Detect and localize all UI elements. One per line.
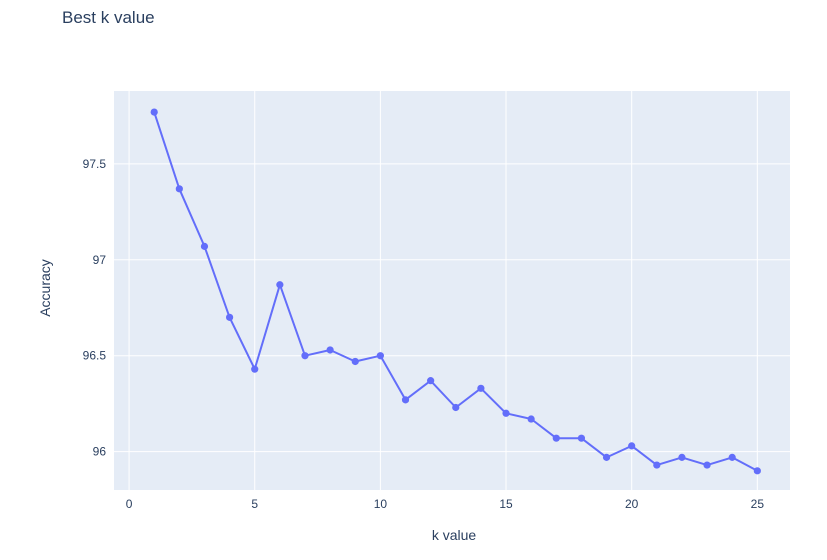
data-point[interactable] — [276, 281, 284, 289]
data-point[interactable] — [678, 453, 686, 461]
data-point[interactable] — [251, 365, 259, 373]
data-point[interactable] — [577, 434, 586, 442]
data-point[interactable] — [703, 461, 711, 469]
data-point[interactable] — [376, 352, 384, 360]
y-tick-label: 97 — [93, 253, 107, 267]
x-tick-label: 15 — [499, 497, 513, 511]
data-point[interactable] — [502, 409, 510, 417]
data-point[interactable] — [401, 396, 410, 404]
y-tick-label: 96.5 — [83, 349, 107, 363]
data-point[interactable] — [653, 461, 661, 469]
x-tick-label: 10 — [374, 497, 388, 511]
y-axis-ticks: 96 96.5 97 97.5 — [83, 157, 107, 459]
data-point[interactable] — [351, 357, 359, 366]
data-point[interactable] — [628, 442, 636, 450]
x-axis-title: k value — [432, 527, 477, 543]
y-tick-label: 97.5 — [83, 157, 107, 171]
data-point[interactable] — [225, 313, 234, 321]
data-point[interactable] — [602, 453, 611, 461]
x-tick-label: 5 — [251, 497, 258, 511]
data-point[interactable] — [477, 384, 485, 392]
grid-lines — [114, 91, 790, 490]
data-point[interactable] — [527, 415, 535, 423]
series-layer — [150, 108, 761, 475]
data-point[interactable] — [552, 434, 560, 442]
data-point[interactable] — [326, 346, 334, 354]
x-axis-ticks: 0 5 10 15 20 25 — [126, 497, 765, 511]
data-point[interactable] — [200, 242, 209, 250]
data-point[interactable] — [753, 467, 761, 475]
data-point[interactable] — [150, 108, 158, 116]
plot-area — [114, 91, 790, 490]
data-point[interactable] — [427, 377, 435, 385]
y-axis-title: Accuracy — [37, 259, 53, 317]
x-tick-label: 0 — [126, 497, 133, 511]
data-point[interactable] — [301, 352, 309, 360]
x-tick-label: 25 — [751, 497, 765, 511]
x-tick-label: 20 — [625, 497, 639, 511]
data-point[interactable] — [175, 185, 183, 193]
data-point[interactable] — [452, 403, 460, 412]
data-point[interactable] — [728, 453, 736, 461]
chart-title: Best k value — [62, 8, 155, 27]
y-tick-label: 96 — [93, 445, 107, 459]
